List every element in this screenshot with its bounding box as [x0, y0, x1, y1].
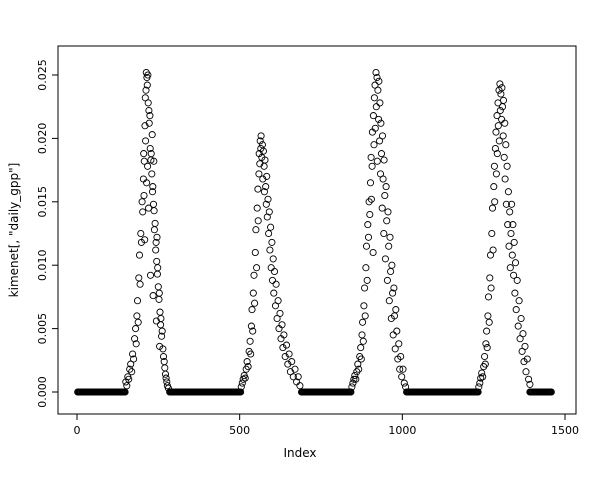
y-tick-label: 0.025	[36, 59, 49, 91]
x-tick-label: 500	[229, 424, 250, 437]
x-axis: 0 500 1000 1500	[74, 414, 579, 437]
y-tick-label: 0.020	[36, 123, 49, 155]
x-tick-label: 0	[74, 424, 81, 437]
y-tick-label: 0.010	[36, 249, 49, 281]
y-tick-label: 0.000	[36, 376, 49, 408]
y-axis-title: kimenet[, "daily_gpp"]	[7, 162, 21, 298]
data-points	[74, 68, 555, 396]
y-tick-label: 0.005	[36, 313, 49, 345]
x-axis-title: Index	[283, 446, 317, 460]
x-tick-label: 1500	[551, 424, 579, 437]
x-tick-label: 1000	[388, 424, 416, 437]
y-tick-label: 0.015	[36, 186, 49, 218]
y-axis: 0.000 0.005 0.010 0.015 0.020 0.025	[36, 59, 58, 408]
plot-box	[57, 45, 577, 415]
